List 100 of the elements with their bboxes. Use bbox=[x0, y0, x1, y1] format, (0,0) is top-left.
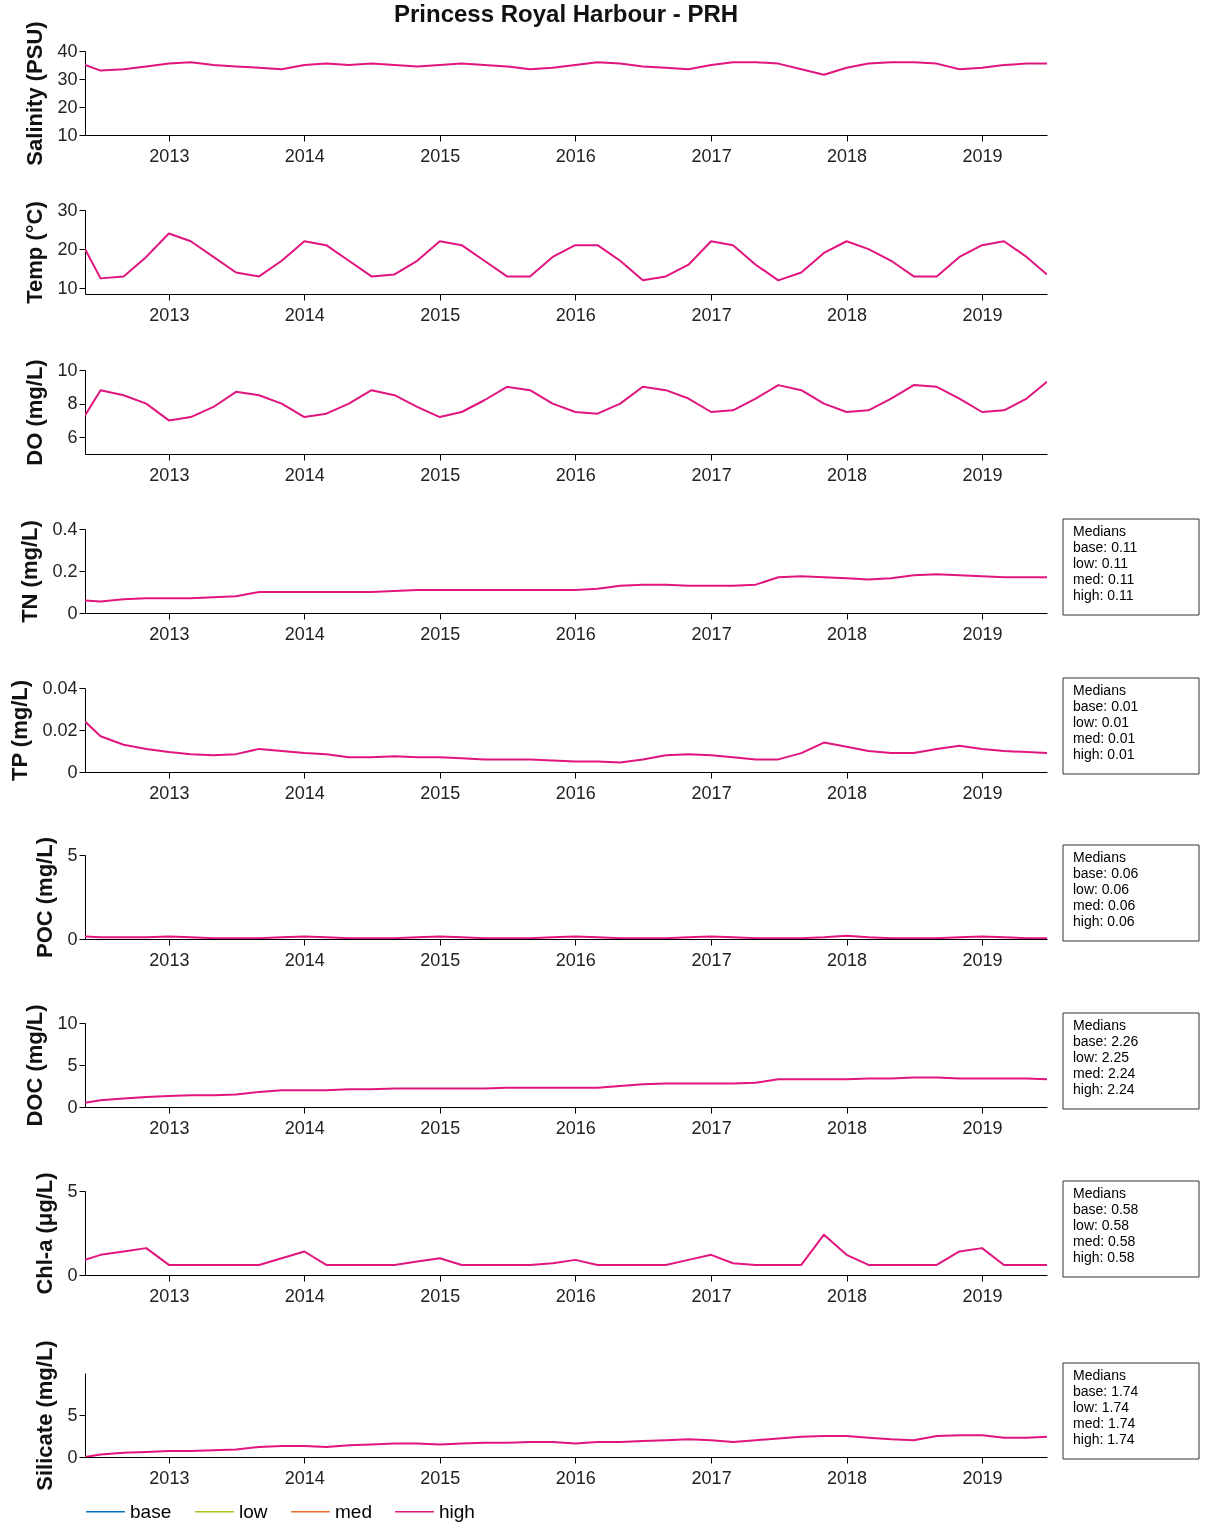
y-tick-label: 0.02 bbox=[42, 719, 78, 740]
y-tick-label: 10 bbox=[57, 124, 78, 145]
x-tick-label: 2018 bbox=[827, 1285, 868, 1306]
y-tick-label: 0 bbox=[67, 1096, 78, 1117]
x-tick-label: 2018 bbox=[827, 145, 868, 166]
x-tick-label: 2019 bbox=[962, 304, 1003, 325]
x-tick-label: 2014 bbox=[284, 782, 325, 803]
x-tick-label: 2016 bbox=[555, 1117, 596, 1138]
x-tick-label: 2013 bbox=[149, 464, 190, 485]
x-tick-label: 2015 bbox=[420, 1117, 461, 1138]
line-series bbox=[85, 232, 1047, 282]
x-tick-label: 2016 bbox=[555, 464, 596, 485]
x-tick-label: 2016 bbox=[555, 623, 596, 644]
x-tick-label: 2014 bbox=[284, 1467, 325, 1488]
x-tick-label: 2017 bbox=[691, 623, 732, 644]
x-tick-label: 2013 bbox=[149, 304, 190, 325]
x-tick-label: 2016 bbox=[555, 782, 596, 803]
line-series bbox=[85, 61, 1047, 76]
x-tick-label: 2013 bbox=[149, 949, 190, 970]
y-tick-label: 30 bbox=[57, 68, 78, 89]
x-tick-label: 2014 bbox=[284, 949, 325, 970]
y-axis-title: POC (mg/L) bbox=[32, 837, 58, 958]
y-tick-label: 10 bbox=[57, 359, 78, 380]
x-tick-label: 2019 bbox=[962, 1117, 1003, 1138]
x-tick-label: 2019 bbox=[962, 782, 1003, 803]
x-tick-label: 2019 bbox=[962, 949, 1003, 970]
y-tick-label: 6 bbox=[67, 426, 78, 447]
x-tick-label: 2018 bbox=[827, 1467, 868, 1488]
y-tick-label: 5 bbox=[67, 844, 78, 865]
x-tick-label: 2015 bbox=[420, 949, 461, 970]
y-tick-label: 0 bbox=[67, 761, 78, 782]
y-tick-label: 20 bbox=[57, 238, 78, 259]
x-tick-label: 2013 bbox=[149, 1467, 190, 1488]
x-tick-label: 2015 bbox=[420, 464, 461, 485]
y-tick-label: 0 bbox=[67, 1446, 78, 1467]
x-tick-label: 2013 bbox=[149, 623, 190, 644]
x-tick-label: 2013 bbox=[149, 782, 190, 803]
y-tick-label: 0 bbox=[67, 928, 78, 949]
line-series bbox=[85, 573, 1047, 603]
x-tick-label: 2016 bbox=[555, 1285, 596, 1306]
x-tick-label: 2019 bbox=[962, 145, 1003, 166]
x-tick-label: 2016 bbox=[555, 304, 596, 325]
y-tick-label: 0.2 bbox=[52, 560, 78, 581]
y-tick-label: 5 bbox=[67, 1054, 78, 1075]
y-axis-title: DOC (mg/L) bbox=[22, 1004, 48, 1127]
y-tick-label: 8 bbox=[67, 393, 78, 414]
legend-label: high bbox=[439, 1500, 475, 1522]
y-tick-label: 0.04 bbox=[42, 677, 78, 698]
x-tick-label: 2018 bbox=[827, 304, 868, 325]
line-series bbox=[85, 720, 1047, 764]
y-axis-title: Salinity (PSU) bbox=[22, 21, 48, 166]
text: Medians base: 2.26 low: 2.25 med: 2.24 high: 2.24 bbox=[1073, 1017, 1139, 1097]
y-tick-label: 0 bbox=[67, 1264, 78, 1285]
line-series bbox=[85, 1076, 1047, 1104]
x-tick-label: 2017 bbox=[691, 145, 732, 166]
x-tick-label: 2017 bbox=[691, 1467, 732, 1488]
y-tick-label: 0.4 bbox=[52, 518, 78, 539]
x-tick-label: 2018 bbox=[827, 1117, 868, 1138]
x-tick-label: 2014 bbox=[284, 1285, 325, 1306]
x-tick-label: 2017 bbox=[691, 782, 732, 803]
y-tick-label: 10 bbox=[57, 1012, 78, 1033]
text: Medians base: 1.74 low: 1.74 med: 1.74 high: 1.74 bbox=[1073, 1367, 1139, 1447]
y-tick-label: 30 bbox=[57, 199, 78, 220]
x-tick-label: 2013 bbox=[149, 145, 190, 166]
y-tick-label: 0 bbox=[67, 602, 78, 623]
x-tick-label: 2019 bbox=[962, 1467, 1003, 1488]
line-series bbox=[85, 380, 1047, 422]
x-tick-label: 2019 bbox=[962, 623, 1003, 644]
x-tick-label: 2016 bbox=[555, 949, 596, 970]
x-tick-label: 2016 bbox=[555, 1467, 596, 1488]
legend-label: low bbox=[239, 1500, 268, 1522]
chart-title: Princess Royal Harbour - PRH bbox=[393, 0, 739, 27]
x-tick-label: 2019 bbox=[962, 1285, 1003, 1306]
x-tick-label: 2018 bbox=[827, 464, 868, 485]
x-tick-label: 2014 bbox=[284, 464, 325, 485]
line-series bbox=[85, 1233, 1047, 1266]
text: Medians base: 0.58 low: 0.58 med: 0.58 high: 0.58 bbox=[1073, 1185, 1139, 1265]
y-axis-title: TN (mg/L) bbox=[17, 520, 43, 623]
x-tick-label: 2017 bbox=[691, 1285, 732, 1306]
text: Medians base: 0.06 low: 0.06 med: 0.06 high: 0.06 bbox=[1073, 849, 1139, 929]
y-axis-title: Chl-a (μg/L) bbox=[32, 1172, 58, 1295]
text: Medians base: 0.11 low: 0.11 med: 0.11 high: 0.11 bbox=[1073, 523, 1138, 603]
x-tick-label: 2018 bbox=[827, 623, 868, 644]
x-tick-label: 2019 bbox=[962, 464, 1003, 485]
y-axis-title: DO (mg/L) bbox=[22, 359, 48, 466]
x-tick-label: 2015 bbox=[420, 782, 461, 803]
x-tick-label: 2017 bbox=[691, 304, 732, 325]
x-tick-label: 2017 bbox=[691, 949, 732, 970]
legend-label: base bbox=[130, 1500, 172, 1522]
y-tick-label: 5 bbox=[67, 1404, 78, 1425]
x-tick-label: 2018 bbox=[827, 782, 868, 803]
y-axis-title: TP (mg/L) bbox=[7, 679, 33, 782]
legend-label: med bbox=[335, 1500, 372, 1522]
x-tick-label: 2016 bbox=[555, 145, 596, 166]
x-tick-label: 2015 bbox=[420, 1467, 461, 1488]
x-tick-label: 2014 bbox=[284, 1117, 325, 1138]
x-tick-label: 2013 bbox=[149, 1117, 190, 1138]
x-tick-label: 2014 bbox=[284, 145, 325, 166]
y-axis-title: Temp (°C) bbox=[22, 201, 48, 304]
x-tick-label: 2017 bbox=[691, 1117, 732, 1138]
